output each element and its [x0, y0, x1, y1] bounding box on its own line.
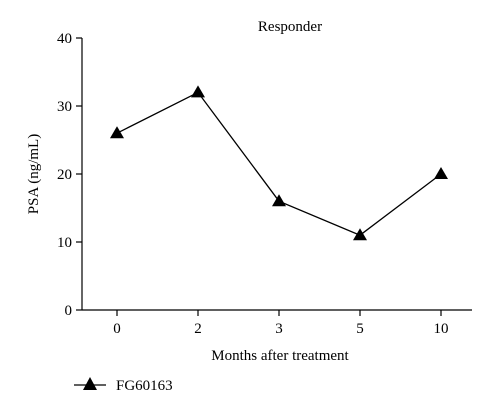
x-tick-label: 10: [434, 321, 449, 337]
x-axis: 0 2 3 5 10: [82, 309, 472, 337]
x-tick-label: 0: [113, 321, 121, 337]
plot-area: [110, 85, 448, 241]
legend: FG60163: [74, 377, 173, 394]
y-tick-label: 10: [57, 235, 72, 251]
data-point-marker: [353, 228, 367, 241]
legend-triangle-marker: [83, 377, 97, 390]
x-tick-label: 5: [356, 321, 364, 337]
y-axis: 0 10 20 30 40: [57, 31, 83, 319]
legend-label: FG60163: [116, 378, 173, 394]
y-tick-label: 30: [57, 99, 72, 115]
y-tick-label: 20: [57, 167, 72, 183]
x-tick-label: 2: [194, 321, 202, 337]
chart-title: Responder: [258, 19, 322, 35]
series-line: [116, 91, 442, 236]
y-axis-label: PSA (ng/mL): [26, 134, 42, 214]
y-tick-label: 40: [57, 31, 72, 47]
data-point-marker: [434, 167, 448, 179]
data-point-marker: [110, 126, 124, 139]
x-tick-label: 3: [275, 321, 283, 337]
y-tick-label: 0: [65, 303, 73, 319]
x-axis-label: Months after treatment: [211, 348, 349, 364]
data-point-marker: [272, 194, 286, 207]
data-point-marker: [191, 85, 205, 98]
